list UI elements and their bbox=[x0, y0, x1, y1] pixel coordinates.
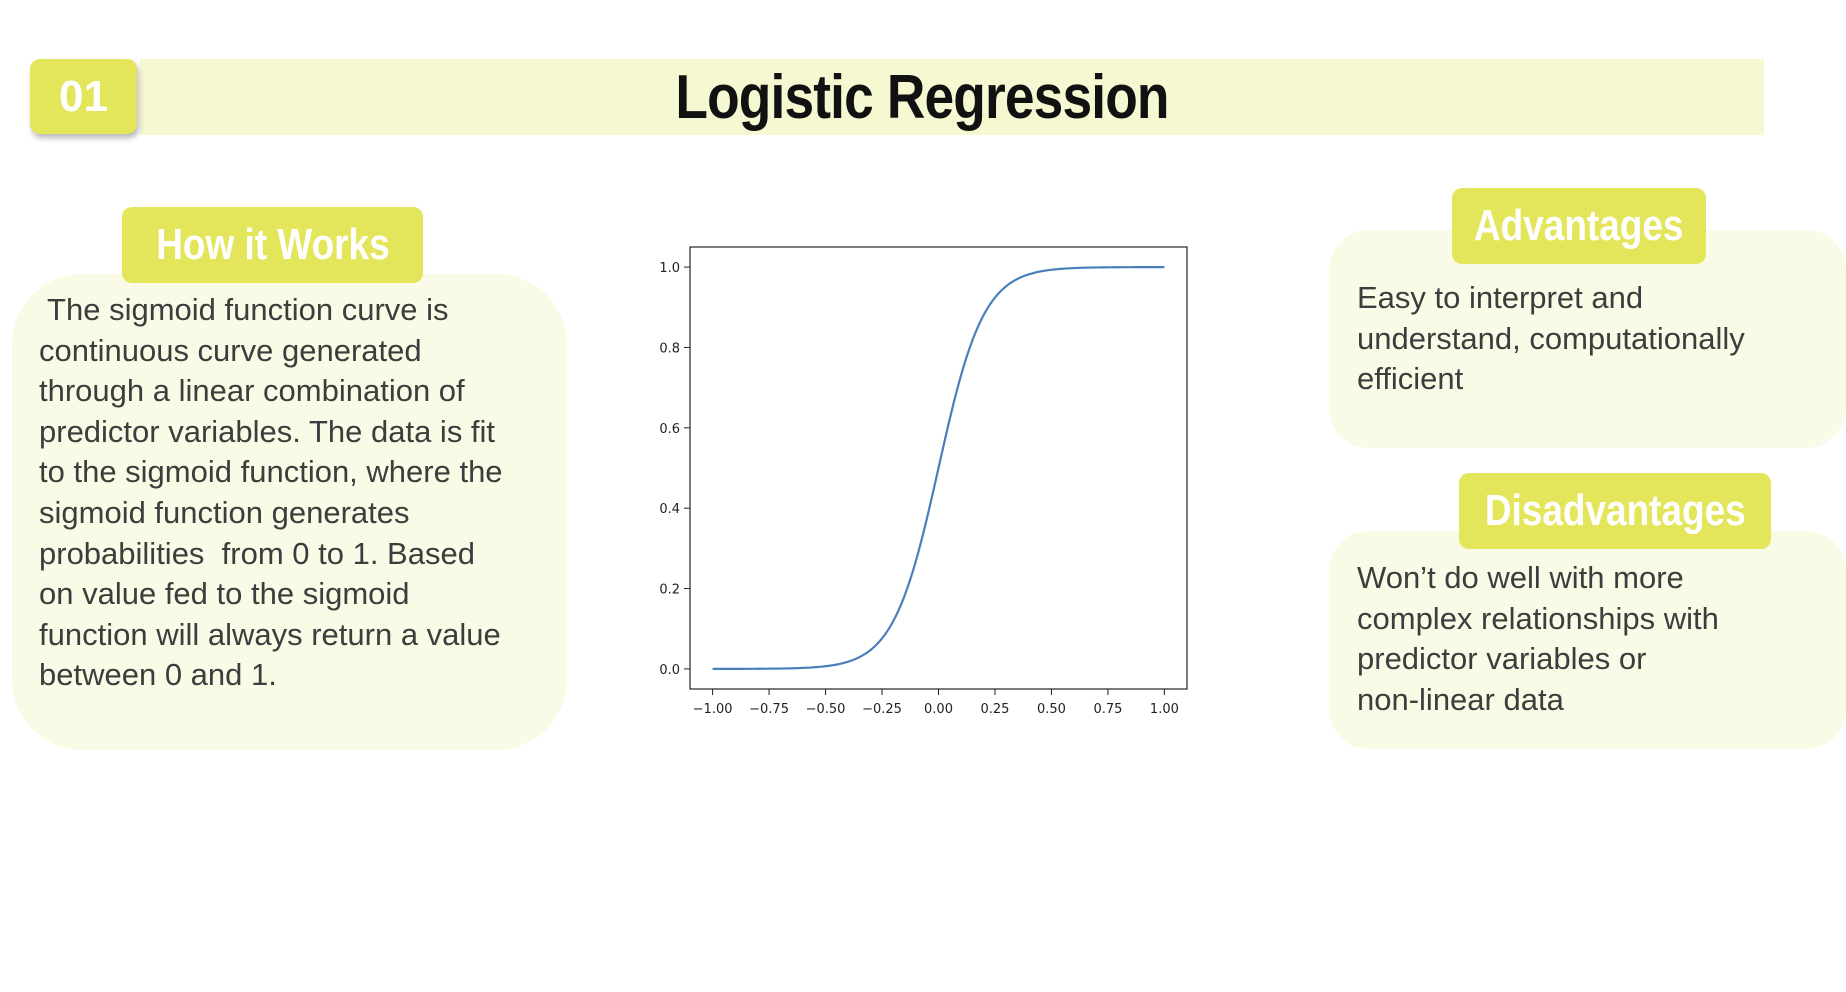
x-tick-label: 0.00 bbox=[924, 702, 953, 717]
how-it_works-line: continuous curve generated bbox=[39, 332, 422, 368]
y-tick-label: 0.8 bbox=[659, 341, 680, 356]
x-tick-label: −1.00 bbox=[693, 702, 733, 717]
disadvantages-text: Won’t do well with more complex relations… bbox=[1357, 558, 1837, 720]
page-title: Logistic Regression bbox=[675, 62, 1169, 132]
advantages-heading-text: Advantages bbox=[1474, 201, 1684, 250]
advantages-panel bbox=[1329, 230, 1846, 448]
advantages-line: Easy to interpret and bbox=[1357, 280, 1644, 315]
how-it_works-line: The sigmoid function curve is bbox=[39, 292, 449, 327]
advantages-line: efficient bbox=[1357, 361, 1464, 397]
how-it-works-heading: How it Works bbox=[122, 207, 423, 283]
how-it_works-line: to the sigmoid function, where the bbox=[39, 454, 503, 490]
how-it_works-line: probabilities from 0 to 1. Based bbox=[39, 535, 475, 571]
disadvantages-panel bbox=[1329, 531, 1846, 749]
how-it_works-line: predictor variables. The data is fit bbox=[39, 413, 496, 449]
advantages-heading: Advantages bbox=[1452, 188, 1706, 264]
y-tick-label: 0.6 bbox=[659, 422, 680, 437]
slide-number-badge: 01 bbox=[30, 59, 137, 134]
how-it_works-line: on value fed to the sigmoid bbox=[39, 576, 410, 612]
advantages-line: understand, computationally bbox=[1357, 320, 1745, 356]
advantages-text: Easy to interpret and understand, computa… bbox=[1357, 278, 1837, 400]
how-it-works-text: The sigmoid function curve is continuous … bbox=[39, 290, 564, 696]
sigmoid-chart: −1.00 −0.75 −0.50 −0.25 0.00 0.25 0.50 0.75 1.00… bbox=[659, 246, 1188, 717]
x-tick-label: −0.50 bbox=[806, 702, 846, 717]
sigmoid-curve bbox=[712, 266, 1165, 670]
disadvantages-line: predictor variables or bbox=[1357, 641, 1647, 677]
x-tick-label: 0.25 bbox=[981, 702, 1010, 717]
disadvantages-line: non-linear data bbox=[1357, 681, 1564, 717]
how-it_works-line: sigmoid function generates bbox=[39, 494, 410, 530]
disadvantages-line: Won’t do well with more bbox=[1357, 560, 1684, 595]
x-tick-label: −0.75 bbox=[749, 702, 789, 717]
x-tick-label: 0.75 bbox=[1093, 702, 1122, 717]
disadvantages-heading-text: Disadvantages bbox=[1484, 486, 1746, 535]
y-tick-label: 1.0 bbox=[659, 261, 680, 276]
how-it-works-heading-text: How it Works bbox=[155, 220, 390, 269]
y-tick-label: 0.0 bbox=[659, 663, 680, 678]
how-it_works-line: through a linear combination of bbox=[39, 373, 465, 409]
disadvantages-heading: Disadvantages bbox=[1459, 473, 1771, 549]
y-tick-label: 0.2 bbox=[659, 583, 680, 598]
how-it_works-line: between 0 and 1. bbox=[39, 657, 277, 693]
disadvantages-line: complex relationships with bbox=[1357, 600, 1719, 636]
how-it_works-line: function will always return a value bbox=[39, 616, 501, 652]
x-tick-label: −0.25 bbox=[862, 702, 902, 717]
y-tick-label: 0.4 bbox=[659, 502, 680, 517]
title-bar bbox=[140, 59, 1764, 135]
x-tick-label: 0.50 bbox=[1037, 702, 1066, 717]
how-it-works-panel bbox=[12, 274, 567, 750]
x-tick-label: 1.00 bbox=[1150, 702, 1179, 717]
